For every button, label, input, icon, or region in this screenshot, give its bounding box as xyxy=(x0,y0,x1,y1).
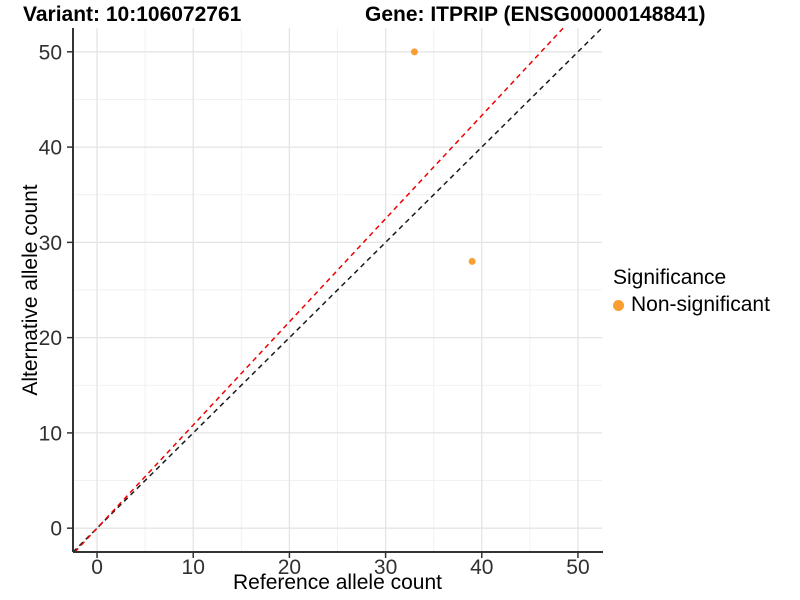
plot-title-gene: Gene: ITPRIP (ENSG00000148841) xyxy=(365,3,706,26)
y-tick-label: 40 xyxy=(39,137,62,160)
data-point xyxy=(468,257,476,265)
legend-point-icon xyxy=(613,299,624,311)
x-tick-label: 20 xyxy=(278,556,301,579)
abline-allelic-ratio xyxy=(74,27,564,553)
x-tick-label: 40 xyxy=(470,556,493,579)
legend: Significance Non-significant xyxy=(613,266,770,317)
x-tick-label: 50 xyxy=(566,556,589,579)
y-tick-label: 30 xyxy=(39,232,62,255)
x-tick-label: 0 xyxy=(91,556,103,579)
legend-entry-non-significant: Non-significant xyxy=(613,293,770,317)
x-tick-label: 30 xyxy=(374,556,397,579)
plot-title-variant: Variant: 10:106072761 xyxy=(23,3,242,26)
data-point xyxy=(410,48,418,56)
abline-identity xyxy=(72,27,603,553)
y-axis-title: Alternative allele count xyxy=(19,184,42,396)
legend-entry-label: Non-significant xyxy=(631,293,770,316)
legend-title: Significance xyxy=(613,266,727,289)
y-tick-label: 0 xyxy=(50,518,62,541)
y-tick-label: 50 xyxy=(39,41,62,64)
y-tick-label: 10 xyxy=(39,422,62,445)
x-tick-label: 10 xyxy=(182,556,205,579)
x-axis-title: Reference allele count xyxy=(233,571,442,594)
y-tick-label: 20 xyxy=(39,327,62,350)
